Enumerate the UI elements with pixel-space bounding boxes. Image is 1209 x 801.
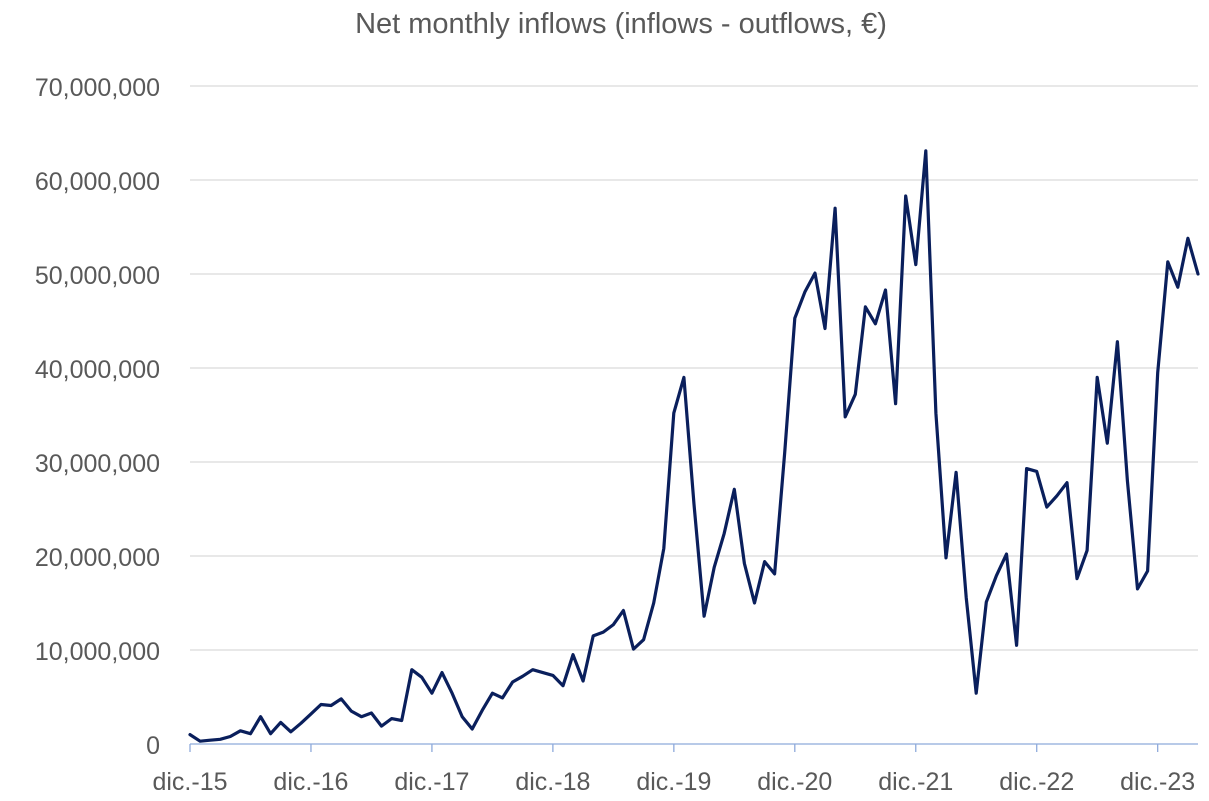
y-tick-label: 60,000,000 (35, 168, 160, 196)
series-line (188, 149, 1200, 743)
x-tick-label: dic.-17 (394, 768, 469, 796)
y-tick-label: 50,000,000 (35, 262, 160, 290)
x-tick-label: dic.-20 (757, 768, 832, 796)
y-tick-label: 10,000,000 (35, 638, 160, 666)
gridlines (190, 85, 1198, 651)
x-tick-label: dic.-21 (878, 768, 953, 796)
series-layer (188, 149, 1200, 743)
x-tick-label: dic.-22 (999, 768, 1074, 796)
y-tick-label: 40,000,000 (35, 356, 160, 384)
x-tick-label: dic.-19 (636, 768, 711, 796)
y-tick-label: 70,000,000 (35, 74, 160, 102)
x-axis (189, 743, 1198, 752)
y-tick-label: 20,000,000 (35, 544, 160, 572)
y-axis-tick-labels: 0 10,000,000 20,000,000 30,000,000 40,000,00… (35, 74, 160, 760)
y-tick-label: 30,000,000 (35, 450, 160, 478)
x-axis-tick-labels: dic.-15 dic.-16 dic.-17 dic.-18 dic.-19 dic.-… (152, 768, 1195, 796)
y-tick-label: 0 (146, 732, 160, 760)
x-tick-label: dic.-16 (273, 768, 348, 796)
x-tick-label: dic.-18 (515, 768, 590, 796)
chart-title: Net monthly inflows (inflows - outflows,… (355, 8, 887, 40)
x-tick-label: dic.-23 (1120, 768, 1195, 796)
x-tick-label: dic.-15 (152, 768, 227, 796)
